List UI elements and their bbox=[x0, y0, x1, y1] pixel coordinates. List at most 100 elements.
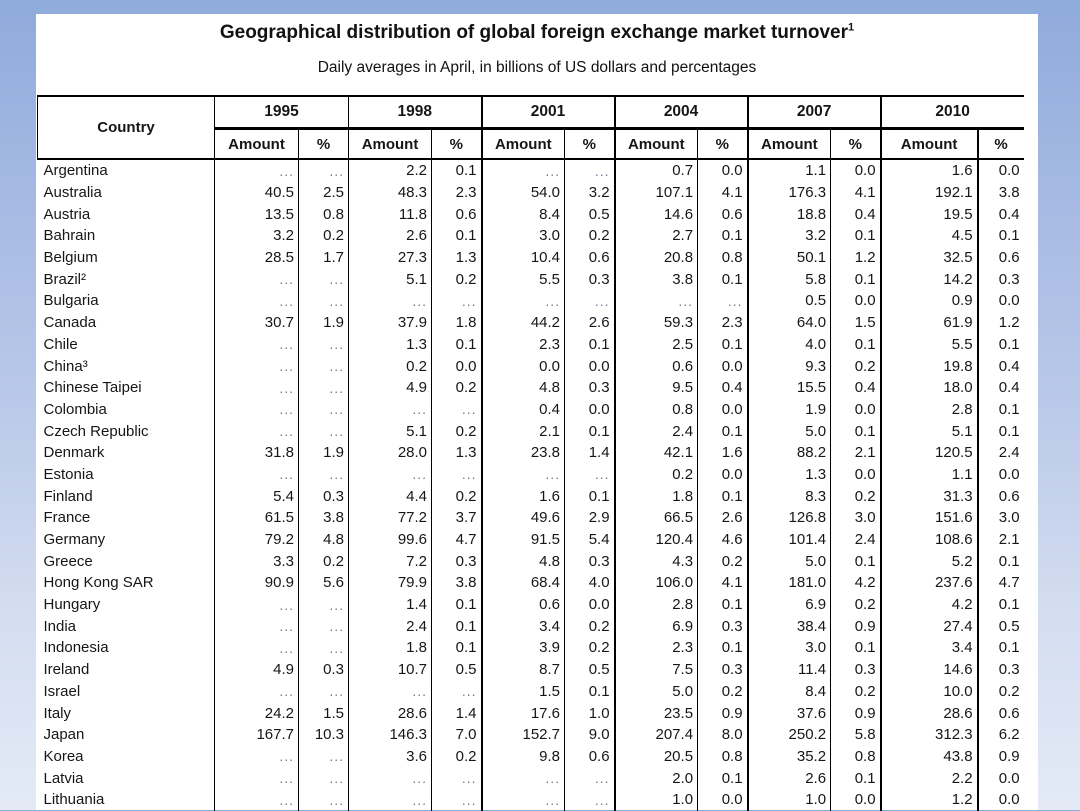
amount-cell: 27.4 bbox=[879, 615, 978, 638]
percent-cell: 0.0 bbox=[697, 355, 748, 377]
percent-cell: 0.4 bbox=[976, 355, 1024, 377]
amount-cell: 77.2 bbox=[348, 507, 432, 529]
percent-header-2007: % bbox=[830, 128, 881, 160]
amount-cell: 107.1 bbox=[613, 181, 698, 204]
percent-cell: 0.5 bbox=[564, 203, 615, 226]
percent-cell: 0.1 bbox=[830, 420, 881, 442]
table-row: Belgium 28.5 1.7 27.3 1.3 10.4 0.6 20.8 … bbox=[38, 246, 1024, 269]
percent-cell: 0.0 bbox=[830, 398, 881, 421]
amount-cell: 120.5 bbox=[879, 441, 978, 464]
amount-cell: 207.4 bbox=[613, 723, 698, 746]
table-row: Czech Republic ... ... 5.1 0.2 2.1 0.1 2… bbox=[38, 420, 1024, 442]
amount-cell: 10.7 bbox=[348, 658, 432, 681]
country-name: Greece bbox=[43, 552, 93, 570]
amount-cell: 4.8 bbox=[480, 376, 565, 399]
country-name: France bbox=[43, 509, 91, 527]
percent-header-1998: % bbox=[431, 128, 482, 160]
percent-cell: ... bbox=[564, 788, 615, 811]
percent-cell: ... bbox=[297, 593, 349, 616]
percent-cell: 0.1 bbox=[697, 637, 748, 659]
percent-cell: 3.8 bbox=[431, 572, 482, 594]
amount-cell: 31.3 bbox=[879, 485, 978, 507]
amount-cell: 43.8 bbox=[879, 745, 978, 768]
amount-cell: 1.4 bbox=[348, 593, 432, 616]
amount-cell: ... bbox=[480, 159, 565, 182]
amount-cell: 2.5 bbox=[613, 333, 698, 356]
amount-cell: 8.3 bbox=[746, 485, 831, 507]
percent-cell: 0.1 bbox=[697, 268, 748, 291]
amount-cell: 3.0 bbox=[480, 225, 565, 247]
percent-cell: 0.2 bbox=[830, 355, 881, 377]
percent-cell: 0.3 bbox=[976, 658, 1024, 681]
amount-cell: 1.9 bbox=[746, 398, 831, 421]
amount-cell: 2.2 bbox=[879, 767, 978, 789]
percent-cell: 0.4 bbox=[697, 376, 748, 399]
country-name: Japan bbox=[43, 726, 85, 744]
amount-cell: 19.8 bbox=[879, 355, 978, 377]
percent-cell: 0.6 bbox=[976, 246, 1024, 269]
amount-cell: 99.6 bbox=[348, 528, 432, 551]
amount-cell: 152.7 bbox=[480, 723, 565, 746]
amount-cell: 0.7 bbox=[613, 159, 698, 182]
amount-cell: 2.8 bbox=[879, 398, 978, 421]
table-row: Finland 5.4 0.3 4.4 0.2 1.6 0.1 1.8 0.1 … bbox=[38, 485, 1024, 507]
percent-cell: 0.1 bbox=[830, 268, 881, 291]
amount-cell: 1.0 bbox=[746, 788, 831, 811]
percent-cell: 0.2 bbox=[830, 680, 881, 703]
percent-cell: 0.8 bbox=[697, 745, 748, 768]
percent-cell: 7.0 bbox=[431, 723, 482, 746]
table-row: Bahrain 3.2 0.2 2.6 0.1 3.0 0.2 2.7 0.1 … bbox=[38, 225, 1024, 247]
percent-cell: 0.1 bbox=[564, 333, 615, 356]
percent-cell: 0.1 bbox=[697, 593, 748, 616]
percent-cell: 0.3 bbox=[431, 550, 482, 573]
table-row: Korea ... ... 3.6 0.2 9.8 0.6 20.5 0.8 3… bbox=[38, 745, 1024, 768]
percent-cell: 0.1 bbox=[830, 550, 881, 573]
amount-cell: 88.2 bbox=[746, 441, 831, 464]
percent-cell: 2.6 bbox=[697, 507, 748, 529]
amount-cell: 5.5 bbox=[480, 268, 565, 291]
percent-cell: 0.0 bbox=[830, 159, 881, 182]
country-name: Ireland bbox=[43, 661, 90, 679]
percent-cell: 0.2 bbox=[830, 485, 881, 507]
percent-cell: 0.6 bbox=[976, 702, 1024, 724]
percent-cell: 1.5 bbox=[297, 702, 349, 724]
table-row: Canada 30.7 1.9 37.9 1.8 44.2 2.6 59.3 2… bbox=[38, 311, 1024, 334]
percent-cell: 0.9 bbox=[830, 702, 881, 724]
amount-cell: 6.9 bbox=[613, 615, 698, 638]
percent-cell: 0.9 bbox=[976, 745, 1024, 768]
amount-cell: 18.8 bbox=[746, 203, 831, 226]
amount-cell: ... bbox=[214, 398, 299, 421]
country-name: India bbox=[43, 617, 77, 635]
percent-cell: 0.1 bbox=[976, 550, 1024, 573]
percent-cell: ... bbox=[297, 420, 349, 442]
percent-cell: ... bbox=[297, 637, 349, 659]
amount-cell: 14.2 bbox=[879, 268, 978, 291]
country-name: Chinese Taipei bbox=[43, 379, 142, 397]
country-name: Estonia bbox=[43, 465, 94, 483]
year-header-2007: 2007 bbox=[746, 95, 881, 130]
country-name: Colombia bbox=[43, 400, 107, 418]
amount-cell: ... bbox=[214, 680, 299, 703]
percent-cell: 6.2 bbox=[976, 723, 1024, 746]
percent-header-2010: % bbox=[976, 128, 1024, 160]
percent-cell: ... bbox=[297, 398, 349, 421]
amount-cell: 4.0 bbox=[746, 333, 831, 356]
percent-cell: 0.2 bbox=[564, 225, 615, 247]
amount-cell: 14.6 bbox=[879, 658, 978, 681]
amount-cell: 167.7 bbox=[214, 723, 299, 746]
percent-cell: 3.7 bbox=[431, 507, 482, 529]
amount-cell: 4.3 bbox=[613, 550, 698, 573]
percent-cell: 10.3 bbox=[297, 723, 349, 746]
amount-cell: 18.0 bbox=[879, 376, 978, 399]
percent-cell: 0.1 bbox=[564, 420, 615, 442]
year-header-2004: 2004 bbox=[613, 95, 748, 130]
amount-cell: 61.5 bbox=[214, 507, 299, 529]
percent-header-1995: % bbox=[297, 128, 349, 160]
percent-cell: 0.6 bbox=[564, 745, 615, 768]
percent-cell: 1.8 bbox=[431, 311, 482, 334]
table-row: Brazil² ... ... 5.1 0.2 5.5 0.3 3.8 0.1 … bbox=[38, 268, 1024, 291]
amount-cell: 0.6 bbox=[613, 355, 698, 377]
percent-cell: 4.1 bbox=[697, 572, 748, 594]
percent-cell: 0.3 bbox=[297, 658, 349, 681]
table-row: Estonia ... ... ... ... ... ... 0.2 0.0 … bbox=[38, 463, 1024, 486]
